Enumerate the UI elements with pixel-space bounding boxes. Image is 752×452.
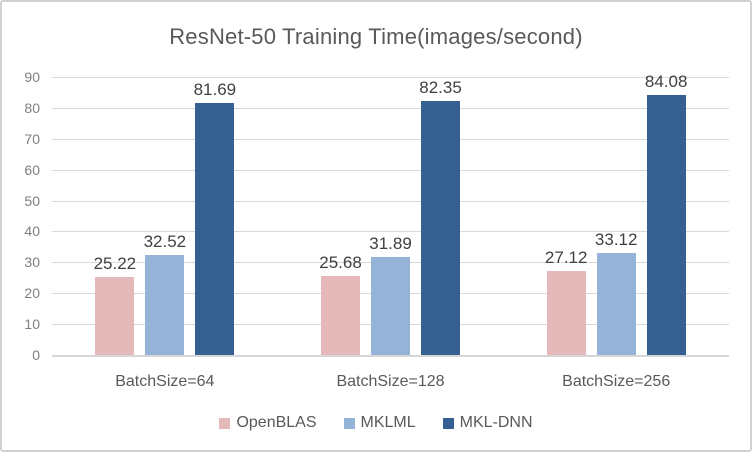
x-axis-label-batchsize=128: BatchSize=128: [336, 373, 445, 390]
bar-openblas-batchsize=128: [321, 275, 360, 355]
legend-label-mklml: MKLML: [360, 414, 416, 431]
bar-wrap-openblas-batchsize=256: 27.12: [545, 248, 587, 355]
x-axis-label-batchsize=64: BatchSize=64: [115, 373, 215, 390]
data-label-mkl-dnn-batchsize=256: 84.08: [644, 72, 688, 92]
y-tick-label-30: 30: [24, 254, 40, 271]
y-tick-label-70: 70: [24, 130, 40, 147]
x-axis-label-batchsize=256: BatchSize=256: [562, 373, 671, 390]
data-label-mklml-batchsize=64: 32.52: [143, 231, 187, 251]
legend-swatch-icon: [442, 417, 454, 429]
x-axis: BatchSize=64 BatchSize=128 BatchSize=256: [52, 373, 729, 391]
bar-openblas-batchsize=256: [546, 271, 586, 355]
y-tick-label-40: 40: [24, 223, 40, 240]
y-tick-label-50: 50: [24, 192, 40, 209]
bar-wrap-mkl-dnn-batchsize=64: 81.69: [194, 80, 236, 355]
legend-label-mkl-dnn: MKL-DNN: [459, 414, 533, 431]
legend: OpenBLAS MKLML MKL-DNN: [2, 414, 750, 432]
bar-mkl-dnn-batchsize=64: [195, 102, 235, 355]
bar-wrap-mklml-batchsize=64: 32.52: [144, 232, 186, 355]
data-label-mkl-dnn-batchsize=128: 82.35: [419, 77, 462, 97]
data-label-mklml-batchsize=256: 33.12: [594, 229, 638, 249]
data-label-mkl-dnn-batchsize=64: 81.69: [193, 79, 237, 99]
y-tick-label-60: 60: [24, 161, 40, 178]
y-tick-label-90: 90: [24, 69, 40, 85]
gridline-50: [52, 200, 729, 202]
plot-area: 25.22 32.52 81.69 25.68 31.89 82.35 27.12 33.12…: [52, 72, 729, 357]
gridline-80: [52, 107, 729, 109]
bar-group-batchsize=64: 25.22 32.52 81.69: [52, 77, 278, 355]
bar-mklml-batchsize=64: [145, 254, 185, 355]
bar-groups: 25.22 32.52 81.69 25.68 31.89 82.35 27.12 33.12…: [52, 72, 729, 355]
bar-wrap-mkl-dnn-batchsize=128: 82.35: [419, 78, 462, 355]
y-axis: 0 10 20 30 40 50 60 70 80 90: [2, 70, 46, 362]
gridline-70: [52, 138, 729, 140]
y-tick-label-20: 20: [24, 285, 40, 302]
y-tick-label-80: 80: [24, 99, 40, 116]
legend-label-openblas: OpenBLAS: [236, 414, 317, 431]
chart-title: ResNet-50 Training Time(images/second): [169, 24, 583, 49]
x-axis-line: [52, 355, 729, 357]
bar-mklml-batchsize=256: [596, 252, 636, 355]
gridline-60: [52, 169, 729, 171]
gridline-90: [52, 77, 729, 78]
bar-wrap-openblas-batchsize=128: 25.68: [319, 253, 362, 355]
legend-swatch-icon: [219, 417, 231, 429]
legend-item-openblas: OpenBLAS: [219, 414, 317, 432]
bar-wrap-mklml-batchsize=256: 33.12: [595, 230, 637, 355]
bar-wrap-openblas-batchsize=64: 25.22: [94, 254, 136, 355]
legend-item-mklml: MKLML: [343, 414, 416, 432]
bar-wrap-mklml-batchsize=128: 31.89: [369, 234, 412, 355]
data-label-openblas-batchsize=128: 25.68: [319, 252, 362, 272]
bar-mkl-dnn-batchsize=128: [421, 100, 460, 355]
bar-group-batchsize=256: 27.12 33.12 84.08: [503, 72, 729, 355]
data-label-openblas-batchsize=256: 27.12: [544, 248, 588, 268]
legend-item-mkl-dnn: MKL-DNN: [442, 414, 533, 432]
legend-swatch-icon: [343, 417, 355, 429]
gridline-40: [52, 231, 729, 233]
data-label-openblas-batchsize=64: 25.22: [93, 254, 137, 274]
bar-mklml-batchsize=128: [371, 256, 410, 355]
bar-group-batchsize=128: 25.68 31.89 82.35: [278, 77, 504, 355]
bar-openblas-batchsize=64: [95, 277, 135, 355]
y-tick-label-0: 0: [32, 347, 40, 363]
bar-wrap-mkl-dnn-batchsize=256: 84.08: [645, 72, 687, 355]
data-label-mklml-batchsize=128: 31.89: [369, 233, 412, 253]
y-tick-label-10: 10: [24, 316, 40, 333]
bar-mkl-dnn-batchsize=256: [646, 95, 686, 355]
